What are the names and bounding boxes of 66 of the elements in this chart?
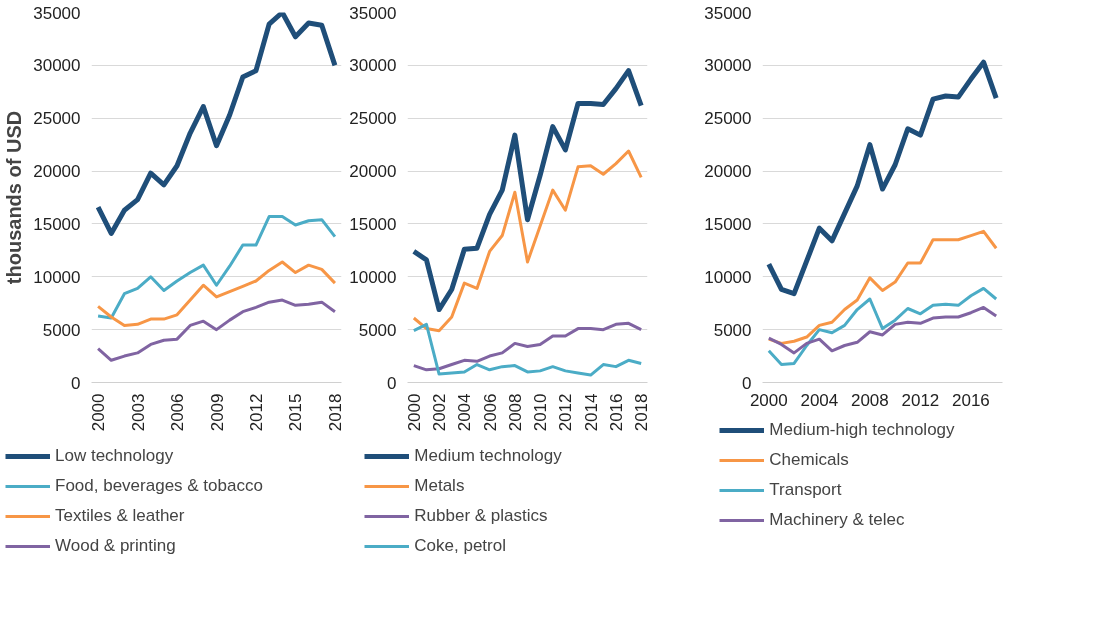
y-tick-label: 20000 [349, 162, 397, 182]
y-tick-label: 5000 [713, 320, 752, 340]
x-tick-label: 2010 [531, 393, 551, 432]
y-tick-label: 10000 [704, 267, 752, 287]
x-tick-label: 2000 [404, 393, 424, 432]
y-tick-label: 30000 [349, 56, 397, 76]
y-tick-label: 35000 [704, 3, 752, 23]
line-series [767, 229, 998, 345]
y-tick-label: 25000 [33, 109, 81, 129]
x-tick-label: 2008 [850, 390, 889, 410]
legend-label: Chemicals [769, 450, 849, 470]
y-axis-title: thousands of USD [3, 110, 26, 285]
y-tick-label: 30000 [704, 56, 752, 76]
x-tick-label: 2003 [128, 393, 148, 432]
legend-label: Coke, petrol [414, 536, 506, 556]
legend-label: Low technology [55, 446, 174, 466]
y-tick-label: 20000 [33, 162, 81, 182]
y-tick-label: 5000 [42, 320, 81, 340]
x-tick-label: 2006 [168, 393, 188, 432]
line-series [96, 260, 337, 327]
line-series [767, 286, 998, 367]
x-tick-label: 2018 [632, 393, 652, 432]
x-tick-label: 2004 [800, 390, 839, 410]
legend-label: Textiles & leather [55, 506, 185, 526]
y-tick-label: 35000 [33, 3, 81, 23]
y-tick-label: 10000 [33, 267, 81, 287]
y-tick-label: 15000 [704, 214, 752, 234]
line-series [412, 149, 643, 333]
legend-label: Rubber & plastics [414, 506, 548, 526]
y-tick-label: 25000 [349, 109, 397, 129]
legend-label: Wood & printing [55, 536, 176, 556]
legend-label: Medium-high technology [769, 420, 955, 440]
x-tick-label: 2016 [952, 390, 990, 410]
x-tick-label: 2014 [581, 393, 601, 432]
line-series [96, 215, 337, 320]
line-series [767, 305, 998, 355]
y-tick-label: 0 [71, 373, 81, 393]
legend-label: Metals [414, 476, 465, 496]
x-tick-label: 2006 [480, 393, 500, 432]
x-tick-label: 2012 [901, 390, 940, 410]
x-tick-label: 2015 [286, 393, 306, 432]
y-tick-label: 5000 [358, 320, 397, 340]
y-tick-label: 0 [742, 373, 752, 393]
x-tick-label: 2012 [556, 393, 576, 432]
y-tick-label: 30000 [33, 56, 81, 76]
x-tick-label: 2009 [207, 393, 227, 432]
x-tick-label: 2016 [606, 393, 626, 432]
legend-label: Machinery & telec [769, 510, 905, 530]
x-tick-label: 2002 [430, 393, 450, 432]
y-tick-label: 35000 [349, 3, 397, 23]
y-tick-label: 0 [387, 373, 397, 393]
x-tick-label: 2012 [246, 393, 266, 432]
x-tick-label: 2018 [325, 393, 345, 432]
x-tick-label: 2000 [749, 390, 788, 410]
y-tick-label: 25000 [704, 109, 752, 129]
line-series [96, 298, 337, 362]
y-tick-label: 15000 [349, 214, 397, 234]
x-tick-label: 2000 [89, 393, 109, 432]
legend-label: Medium technology [414, 446, 562, 466]
y-tick-label: 15000 [33, 214, 81, 234]
x-tick-label: 2008 [505, 393, 525, 432]
legend-label: Transport [769, 480, 842, 500]
y-tick-label: 10000 [349, 267, 397, 287]
y-tick-label: 20000 [704, 162, 752, 182]
x-tick-label: 2004 [455, 393, 475, 432]
legend-label: Food, beverages & tobacco [55, 476, 263, 496]
